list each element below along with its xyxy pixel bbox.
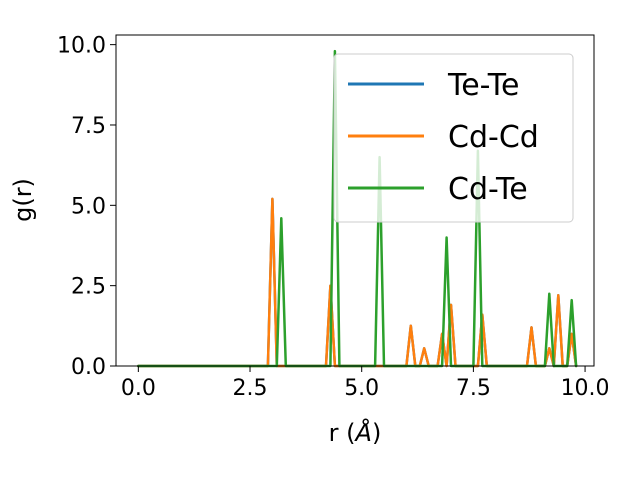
x-tick-label: 0.0 bbox=[121, 376, 156, 401]
y-tick-label: 0.0 bbox=[71, 355, 106, 380]
legend-label-cd-cd: Cd-Cd bbox=[448, 120, 539, 155]
legend-items: Te-Te Cd-Cd Cd-Te bbox=[348, 68, 539, 207]
series-line-te-te bbox=[137, 197, 578, 368]
y-tick-label: 5.0 bbox=[71, 194, 106, 219]
legend: Te-Te Cd-Cd Cd-Te bbox=[333, 53, 574, 223]
legend-frame bbox=[333, 53, 574, 223]
x-tick-label: 10.0 bbox=[561, 376, 610, 401]
legend-label-cd-te: Cd-Te bbox=[448, 172, 528, 207]
y-tick-label: 2.5 bbox=[71, 275, 106, 300]
x-tick-label: 5.0 bbox=[344, 376, 379, 401]
x-axis-label: r (Å) bbox=[329, 418, 382, 447]
legend-label-te-te: Te-Te bbox=[447, 68, 519, 103]
x-tick-label: 2.5 bbox=[233, 376, 268, 401]
ticks-layer: 0.0 2.5 5.0 7.5 10.0 0.0 2.5 5.0 7.5 10.0 bbox=[57, 34, 610, 401]
series-line-cd-cd bbox=[137, 197, 578, 368]
plot-frame bbox=[115, 34, 595, 367]
y-tick-label: 10.0 bbox=[57, 34, 106, 59]
x-tick-label: 7.5 bbox=[456, 376, 491, 401]
y-axis-label: g(r) bbox=[9, 178, 37, 222]
y-tick-label: 7.5 bbox=[71, 114, 106, 139]
